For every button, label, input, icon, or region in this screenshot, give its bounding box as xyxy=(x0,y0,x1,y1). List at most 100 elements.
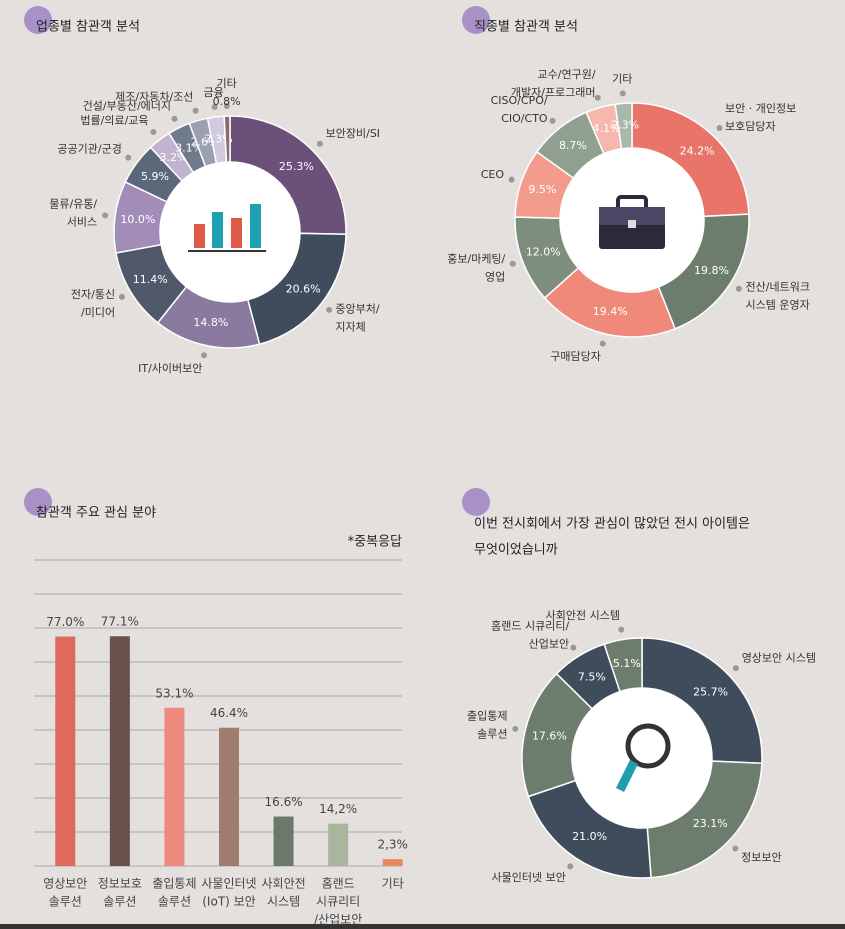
x-tick-label: 사물인터넷 xyxy=(201,877,256,891)
value-label: 19.4% xyxy=(593,305,628,318)
value-label: 2,3% xyxy=(377,838,408,852)
value-label: 53.1% xyxy=(155,686,193,700)
leader-dot xyxy=(223,103,230,110)
bottom-edge xyxy=(0,924,845,929)
leader-dot xyxy=(118,293,125,300)
bar xyxy=(219,727,239,866)
value-label: 5.9% xyxy=(141,170,169,183)
category-label: 시스템 운영자 xyxy=(746,298,810,311)
x-tick-label: 솔루션 xyxy=(49,895,82,909)
category-label: 출입통제 xyxy=(467,710,507,723)
x-tick-label: 사회안전 xyxy=(261,877,305,891)
value-label: 2.3% xyxy=(611,119,639,132)
leader-dot xyxy=(150,128,157,135)
category-label: 홈랜드 시큐리티/ xyxy=(491,619,569,633)
leader-dot xyxy=(619,90,626,97)
category-label: 사물인터넷 보안 xyxy=(492,871,566,884)
chart-title: 이번 전시회에서 가장 관심이 많았던 전시 아이템은 xyxy=(474,517,750,532)
leader-dot xyxy=(508,176,515,183)
leader-dot xyxy=(599,340,606,347)
chart-title: 참관객 주요 관심 분야 xyxy=(36,506,156,521)
leader-dot xyxy=(618,626,625,633)
leader-dot xyxy=(735,285,742,292)
bar xyxy=(55,636,76,866)
chart-title: 직종별 참관객 분석 xyxy=(474,20,578,35)
value-label: 21.0% xyxy=(572,830,607,843)
category-label: 영업 xyxy=(485,271,505,284)
category-label: 제조/자동차/조선 xyxy=(115,90,193,103)
x-tick-label: 솔루션 xyxy=(103,895,136,909)
leader-dot xyxy=(732,665,739,672)
category-label: 서비스 xyxy=(67,216,97,229)
value-label: 14,2% xyxy=(319,802,357,816)
icon-briefcase xyxy=(599,195,665,249)
category-label: 교수/연구원/ xyxy=(538,68,596,81)
category-label: CISO/CPO/ xyxy=(491,94,548,107)
value-label: 4.1% xyxy=(593,122,621,135)
bar xyxy=(382,859,403,866)
x-tick-label: 시큐리티 xyxy=(316,895,360,909)
value-label: 77.0% xyxy=(46,615,84,629)
category-label: 전산/네트워크 xyxy=(746,280,810,293)
value-label: 0.8% xyxy=(213,95,241,108)
leader-dot xyxy=(171,115,178,122)
bar xyxy=(273,816,294,866)
category-label: 공공기관/군경 xyxy=(57,142,121,155)
category-label: 사회안전 시스템 xyxy=(546,609,620,622)
x-tick-label: 정보보호 xyxy=(98,877,142,891)
value-label: 19.8% xyxy=(694,264,729,277)
category-label: 구매담당자 xyxy=(550,350,601,363)
category-label: 기타 xyxy=(612,72,632,85)
value-label: 24.2% xyxy=(680,145,715,158)
bar xyxy=(328,823,349,866)
category-label: 법률/의료/교육 xyxy=(80,114,148,127)
category-label: 보호담당자 xyxy=(725,120,776,133)
leader-dot xyxy=(567,863,574,870)
leader-dot xyxy=(716,124,723,131)
leader-dot xyxy=(211,103,218,110)
category-label: 전자/통신 xyxy=(71,288,115,301)
title-dot xyxy=(24,6,52,34)
value-label: 8.7% xyxy=(559,139,587,152)
x-tick-label: 솔루션 xyxy=(158,895,191,909)
value-label: 5.1% xyxy=(613,657,641,670)
value-label: 77.1% xyxy=(101,615,139,629)
bar xyxy=(109,636,130,866)
value-label: 7.5% xyxy=(578,670,606,683)
leader-dot xyxy=(594,94,601,101)
value-label: 23.1% xyxy=(693,817,728,830)
chart-title: 무엇이었습니까 xyxy=(474,543,558,558)
value-label: 9.5% xyxy=(528,183,556,196)
leader-dot xyxy=(192,107,199,114)
x-tick-label: /산업보안 xyxy=(314,913,362,927)
leader-dot xyxy=(512,725,519,732)
icon-bars xyxy=(188,204,266,252)
x-tick-label: 시스템 xyxy=(267,895,300,909)
category-label: 지자체 xyxy=(335,321,365,334)
leader-dot xyxy=(732,845,739,852)
value-label: 14.8% xyxy=(193,316,228,329)
note: *중복응답 xyxy=(348,535,402,550)
value-label: 3.1% xyxy=(175,141,203,154)
value-label: 25.3% xyxy=(279,160,314,173)
category-label: CIO/CTO xyxy=(501,112,548,125)
leader-dot xyxy=(201,352,208,359)
category-label: IT/사이버보안 xyxy=(138,362,202,375)
leader-dot xyxy=(102,212,109,219)
category-label: 개발자/프로그래머 xyxy=(511,86,596,99)
leader-dot xyxy=(549,117,556,124)
leader-dot xyxy=(570,644,577,651)
bar xyxy=(164,707,185,866)
value-label: 10.0% xyxy=(120,213,155,226)
value-label: 16.6% xyxy=(265,795,303,809)
icon-magnifier xyxy=(615,723,671,793)
x-tick-label: 기타 xyxy=(382,877,404,891)
value-label: 20.6% xyxy=(286,282,321,295)
category-label: 정보보안 xyxy=(741,851,781,864)
title-dot xyxy=(462,488,490,516)
category-label: 솔루션 xyxy=(477,728,507,741)
category-label: /미디어 xyxy=(81,306,115,319)
leader-dot xyxy=(326,306,333,313)
category-label: CEO xyxy=(481,168,505,181)
